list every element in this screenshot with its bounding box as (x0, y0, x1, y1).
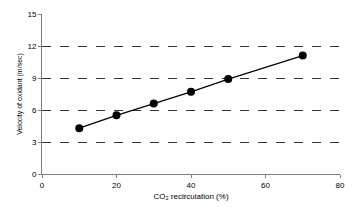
svg-text:6: 6 (32, 106, 37, 115)
svg-text:80: 80 (336, 181, 345, 190)
svg-text:20: 20 (112, 181, 121, 190)
svg-text:9: 9 (32, 74, 37, 83)
svg-text:0: 0 (40, 181, 45, 190)
svg-text:CO₂ recirculation (%): CO₂ recirculation (%) (153, 192, 228, 201)
svg-text:40: 40 (187, 181, 196, 190)
svg-text:Velocity of oxidant (m/sec): Velocity of oxidant (m/sec) (16, 53, 24, 135)
svg-text:15: 15 (27, 10, 36, 19)
svg-text:0: 0 (32, 170, 37, 179)
svg-text:3: 3 (32, 138, 37, 147)
svg-text:60: 60 (261, 181, 270, 190)
svg-text:12: 12 (27, 42, 36, 51)
